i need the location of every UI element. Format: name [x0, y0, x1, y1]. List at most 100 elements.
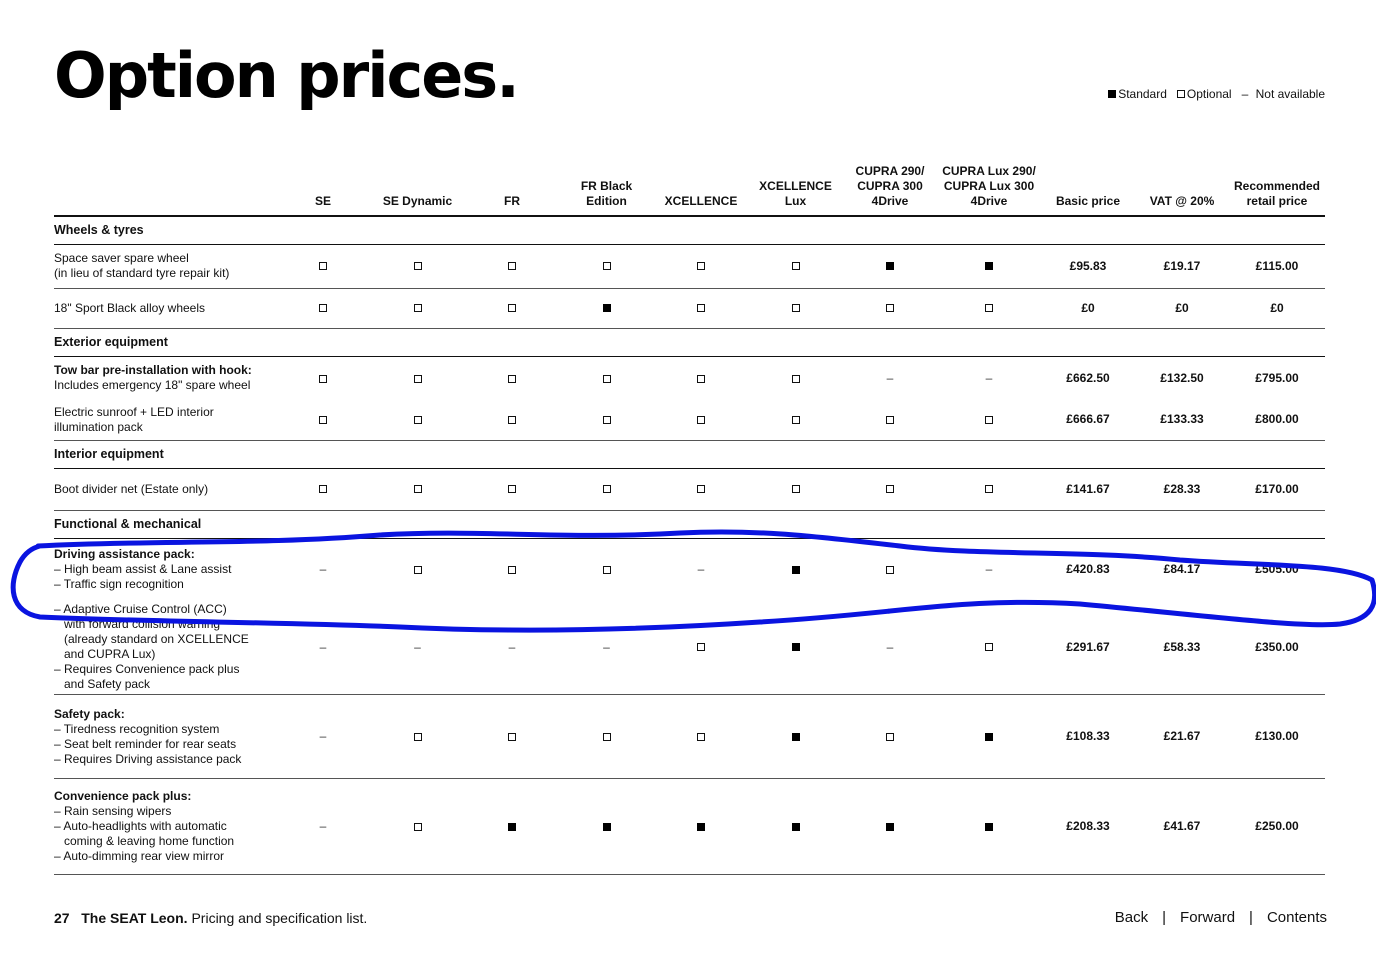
empty-square-icon: [791, 416, 800, 425]
optional-cell: [843, 288, 937, 329]
optional-cell: [559, 400, 654, 441]
filled-square-icon: [602, 822, 611, 831]
empty-square-icon: [413, 565, 422, 574]
contents-link[interactable]: Contents: [1266, 909, 1327, 926]
section-title: Interior equipment: [54, 440, 1325, 469]
optional-cell: [654, 694, 748, 779]
empty-square-icon: [319, 304, 327, 313]
table-row: 18" Sport Black alloy wheels £0 £0 £0: [54, 288, 1325, 329]
column-header: SE: [314, 194, 331, 208]
not-available-cell: –: [843, 356, 937, 400]
optional-cell: [370, 538, 465, 600]
filled-square-icon: [791, 822, 800, 831]
empty-square-icon: [319, 262, 327, 271]
optional-cell: [843, 694, 937, 779]
empty-square-icon: [602, 374, 611, 383]
filled-square-icon: [602, 304, 611, 313]
empty-square-icon: [985, 485, 993, 494]
optional-cell: [654, 468, 748, 511]
empty-square-icon: [697, 485, 705, 494]
optional-cell: [843, 538, 937, 600]
optional-cell: [748, 400, 843, 441]
optional-cell: [559, 538, 654, 600]
legend-optional: Optional: [1176, 87, 1232, 101]
filled-square-icon: [697, 822, 705, 831]
option-line: (in lieu of standard tyre repair kit): [54, 266, 230, 280]
legend-optional-label: Optional: [1186, 87, 1232, 101]
empty-square-icon: [697, 732, 705, 741]
option-line: – Auto-headlights with automatic: [54, 819, 227, 833]
option-line: Space saver spare wheel: [54, 251, 189, 265]
standard-cell: [843, 778, 937, 875]
forward-link[interactable]: Forward: [1180, 909, 1236, 926]
empty-square-icon: [886, 416, 894, 425]
rrp-price-cell: £800.00: [1229, 400, 1325, 441]
nav-separator: |: [1162, 909, 1167, 926]
empty-square-icon: [602, 416, 611, 425]
optional-cell: [465, 244, 559, 289]
standard-cell: [559, 288, 654, 329]
column-header: Basic price: [1055, 194, 1121, 208]
option-line: – Requires Convenience pack plus: [54, 662, 240, 676]
section-header-row: Exterior equipment: [54, 328, 1325, 357]
empty-square-icon: [413, 485, 422, 494]
basic-price-cell: £95.83: [1041, 244, 1135, 289]
rrp-price-cell: £115.00: [1229, 244, 1325, 289]
filled-square-icon: [985, 822, 993, 831]
option-line: – High beam assist & Lane assist: [54, 561, 232, 576]
table-row: Safety pack: – Tiredness recognition syst…: [54, 694, 1325, 779]
not-available-cell: –: [559, 600, 654, 695]
optional-cell: [937, 288, 1041, 329]
dash-icon: –: [697, 561, 705, 576]
footer-nav: Back | Forward | Contents: [1115, 909, 1327, 926]
option-line: – Rain sensing wipers: [54, 804, 172, 818]
option-line: – Traffic sign recognition: [54, 576, 184, 591]
empty-square-icon: [602, 262, 611, 271]
option-description: – Adaptive Cruise Control (ACC) with forw…: [54, 600, 276, 695]
vat-price-cell: £84.17: [1163, 561, 1201, 576]
not-available-cell: –: [370, 600, 465, 695]
filled-square-icon: [1108, 90, 1117, 98]
column-header: SE Dynamic: [382, 194, 453, 208]
not-available-cell: –: [843, 600, 937, 695]
option-line: Safety pack:: [54, 706, 125, 721]
standard-cell: [654, 778, 748, 875]
empty-square-icon: [508, 262, 516, 271]
empty-square-icon: [602, 732, 611, 741]
optional-cell: [276, 468, 370, 511]
option-line: coming & leaving home function: [64, 834, 235, 848]
rrp-price-cell: £505.00: [1255, 561, 1299, 576]
column-header: FR: [504, 194, 520, 208]
legend-not-available: – Not available: [1242, 87, 1325, 101]
optional-cell: [748, 356, 843, 400]
basic-price-cell: £108.33: [1041, 694, 1135, 779]
option-line: Driving assistance pack:: [54, 546, 195, 561]
option-description: Tow bar pre-installation with hook: Inclu…: [54, 356, 276, 400]
dash-icon: –: [985, 370, 993, 385]
empty-square-icon: [697, 374, 705, 383]
table-row: Boot divider net (Estate only) £141.67 £28…: [54, 468, 1325, 511]
optional-cell: [937, 468, 1041, 511]
optional-cell: [276, 288, 370, 329]
footer-page-info: 27 The SEAT Leon. Pricing and specificat…: [54, 910, 367, 926]
document-title: Pricing and specification list.: [191, 910, 368, 926]
dash-icon: –: [414, 639, 421, 654]
table-row: Space saver spare wheel (in lieu of stand…: [54, 244, 1325, 289]
standard-cell: [465, 778, 559, 875]
table-header-row: SE SE Dynamic FR FR Black Edition XCELLENCE XC…: [54, 158, 1325, 216]
empty-square-icon: [697, 643, 705, 652]
back-link[interactable]: Back: [1114, 909, 1149, 926]
feature-column-header: [54, 158, 276, 216]
optional-cell: [276, 356, 370, 400]
rrp-price-cell: £350.00: [1229, 600, 1325, 695]
basic-price-cell: £141.67: [1041, 468, 1135, 511]
optional-cell: [559, 694, 654, 779]
optional-cell: [370, 288, 465, 329]
optional-cell: [370, 778, 465, 875]
vat-price-cell: £133.33: [1135, 400, 1229, 441]
empty-square-icon: [319, 416, 327, 425]
legend: Standard Optional – Not available: [1108, 87, 1325, 101]
dash-icon: –: [1241, 87, 1249, 101]
optional-cell: [276, 244, 370, 289]
option-line: – Requires Driving assistance pack: [54, 751, 242, 766]
